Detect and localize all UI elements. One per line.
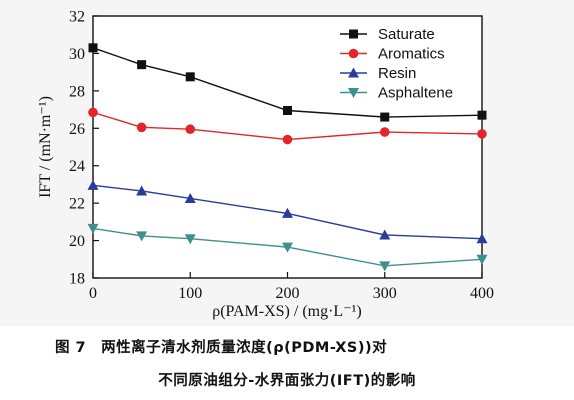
plot-area — [92, 15, 483, 279]
figure-caption: 图 7 两性离子清水剂质量浓度(ρ(PDM-XS))对 不同原油组分-水界面张力… — [0, 332, 574, 398]
resin-legend-marker — [348, 67, 359, 78]
resin-data-point — [184, 192, 196, 203]
saturate-series-line — [92, 47, 483, 118]
caption-line-2: 不同原油组分-水界面张力(IFT)的影响 — [158, 373, 416, 389]
aromatics-data-point — [477, 129, 487, 139]
saturate-data-point — [88, 43, 98, 53]
asphaltene-data-point — [282, 242, 293, 253]
resin-series-line — [92, 184, 483, 240]
asphaltene-legend-marker — [348, 88, 359, 98]
x-tick-label: 100 — [178, 285, 202, 302]
saturate-data-point — [137, 60, 147, 70]
saturate-data-point — [283, 106, 292, 116]
aromatics-series-line — [92, 111, 483, 141]
asphaltene-series-line — [92, 227, 483, 267]
aromatics-data-point — [185, 124, 196, 135]
line-chart: 0 100 200 300 400 18 20 22 24 26 28 30 32 Saturate Ar… — [37, 9, 494, 321]
caption-line-1: 图 7 两性离子清水剂质量浓度(ρ(PDM-XS))对 — [55, 340, 388, 356]
resin-data-point — [282, 207, 293, 218]
y-tick-label: 24 — [69, 158, 85, 175]
y-tick-label: 26 — [69, 121, 85, 138]
resin-data-point — [87, 179, 99, 190]
x-tick-label: 0 — [89, 285, 97, 302]
x-axis-title: ρ(PAM-XS) / (mg·L⁻¹) — [212, 303, 362, 320]
resin-data-point — [476, 233, 488, 244]
resin-legend-label: Resin — [378, 65, 416, 82]
asphaltene-data-point — [476, 254, 488, 265]
aromatics-data-point — [136, 122, 147, 133]
x-tick-label: 400 — [470, 285, 494, 302]
saturate-legend-label: Saturate — [378, 26, 435, 43]
x-tick-label: 200 — [276, 285, 300, 302]
aromatics-data-point — [379, 127, 390, 137]
y-axis-title: IFT / (mN·m⁻¹) — [37, 96, 54, 198]
resin-data-point — [136, 185, 148, 196]
asphaltene-data-point — [87, 223, 99, 234]
saturate-data-point — [380, 112, 390, 122]
resin-data-point — [379, 229, 391, 240]
saturate-data-point — [185, 72, 195, 82]
aromatics-data-point — [282, 134, 293, 145]
asphaltene-legend-label: Asphaltene — [378, 85, 453, 102]
aromatics-data-point — [88, 107, 98, 118]
y-tick-label: 32 — [69, 9, 85, 26]
saturate-legend-marker — [349, 29, 358, 39]
y-tick-label: 30 — [69, 46, 85, 63]
y-tick-label: 20 — [69, 233, 85, 250]
y-tick-label: 28 — [69, 83, 85, 100]
chart-figure: 0 100 200 300 400 18 20 22 24 26 28 30 32 Saturate Ar… — [37, 8, 494, 321]
saturate-data-point — [477, 110, 487, 120]
asphaltene-data-point — [379, 261, 391, 272]
asphaltene-data-point — [184, 234, 196, 245]
y-tick-label: 18 — [69, 271, 85, 288]
y-tick-label: 22 — [69, 196, 85, 213]
x-tick-label: 300 — [373, 285, 397, 302]
asphaltene-data-point — [136, 231, 148, 242]
aromatics-legend-marker — [348, 48, 359, 59]
aromatics-legend-label: Aromatics — [378, 46, 445, 63]
